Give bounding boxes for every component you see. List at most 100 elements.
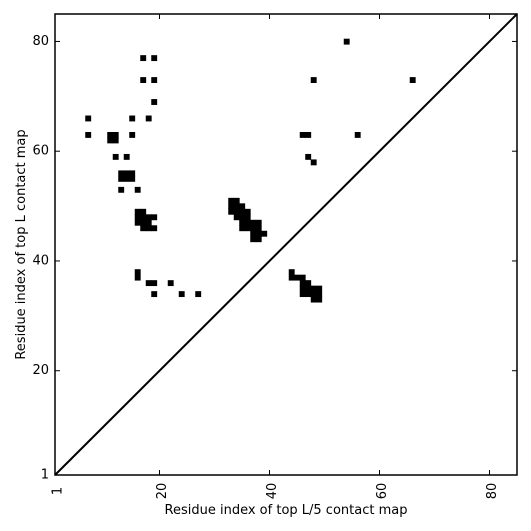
contact-cell [151,99,158,105]
contact-cell [299,131,306,138]
contact-cell [233,197,240,204]
plot-frame [54,13,518,476]
contact-cells [85,38,416,303]
x-tick-label: 40 [265,483,280,500]
contact-cell [299,285,306,292]
x-tick-label: 80 [485,483,500,500]
contact-cell [140,219,147,226]
contact-cell [107,137,114,144]
contact-cell [239,203,246,210]
contact-cell [299,280,306,287]
contact-cell [151,225,158,232]
contact-cell [151,291,158,298]
contact-cell [354,131,361,138]
contact-cell [129,115,136,122]
contact-cell [233,208,240,215]
contact-cell [305,153,312,160]
y-tick-label: 1 [41,468,49,483]
contact-cell [123,170,130,177]
contact-cell [310,285,317,292]
contact-cell [310,296,317,303]
contact-cell [228,208,235,215]
contact-cell [255,230,262,237]
y-axis-label: Residue index of top L contact map [14,129,29,359]
axis-ticks: 1 20 40 60 80 1 20 40 60 80 [32,14,517,499]
contact-cell [288,269,295,276]
contact-cell [151,55,158,62]
contact-cell [239,225,246,232]
contact-cell [244,208,251,215]
contact-cell [129,175,136,182]
contact-cell [134,214,141,221]
x-tick-label: 20 [155,483,170,500]
contact-cell [140,225,147,232]
contact-cell [299,274,306,281]
contact-cell [239,214,246,221]
contact-cell [118,175,125,182]
contact-cell [112,137,119,144]
contact-cell [250,230,257,237]
contact-cell [288,274,295,281]
contact-cell [134,274,141,281]
y-tick-label: 20 [32,363,49,378]
contact-cell [140,208,147,215]
contact-cell [151,280,158,287]
contact-cell [151,77,158,83]
contact-cell [343,38,350,45]
contact-cell [129,170,136,177]
contact-cell [316,291,323,298]
contact-cell [250,225,257,232]
diagonal-line [54,13,518,476]
contact-cell [134,269,141,276]
contact-cell [140,214,147,221]
contact-cell [233,214,240,221]
contact-cell [112,153,119,160]
contact-cell [145,225,152,232]
contact-cell [145,219,152,226]
x-axis-label: Residue index of top L/5 contact map [165,503,408,518]
contact-cell [255,236,262,243]
contact-cell [310,77,317,83]
y-tick-label: 60 [32,144,49,159]
contact-cell [112,131,119,138]
contact-cell [107,131,114,138]
contact-cell [167,280,174,287]
contact-cell [140,55,147,62]
contact-cell [250,219,257,226]
contact-cell [134,208,141,215]
contact-cell [145,115,152,122]
contact-cell [305,131,312,138]
contact-cell [118,186,125,193]
x-tick-label: 1 [51,487,66,495]
contact-cell [310,159,317,166]
contact-cell [250,236,257,243]
contact-cell [228,203,235,210]
contact-cell [244,225,251,232]
contact-cell [305,280,312,287]
contact-cell [244,219,251,226]
contact-cell [134,219,141,226]
contact-cell [129,131,136,138]
contact-cell [85,115,92,122]
contact-cell [294,274,301,281]
contact-cell [239,219,246,226]
contact-cell [305,285,312,292]
contact-cell [123,175,130,182]
contact-cell [195,291,202,298]
contact-cell [255,225,262,232]
contact-cell [305,291,312,298]
contact-cell [140,77,147,83]
contact-cell [145,214,152,221]
contact-cell [299,291,306,298]
contact-cell [145,280,152,287]
contact-cell [118,170,125,177]
contact-cell [255,219,262,226]
contact-cell [409,77,416,83]
contact-cell [123,153,130,160]
contact-cell [134,186,141,193]
contact-cell [316,285,323,292]
contact-cell [228,197,235,204]
contact-cell [239,208,246,215]
contact-cell [316,296,323,303]
